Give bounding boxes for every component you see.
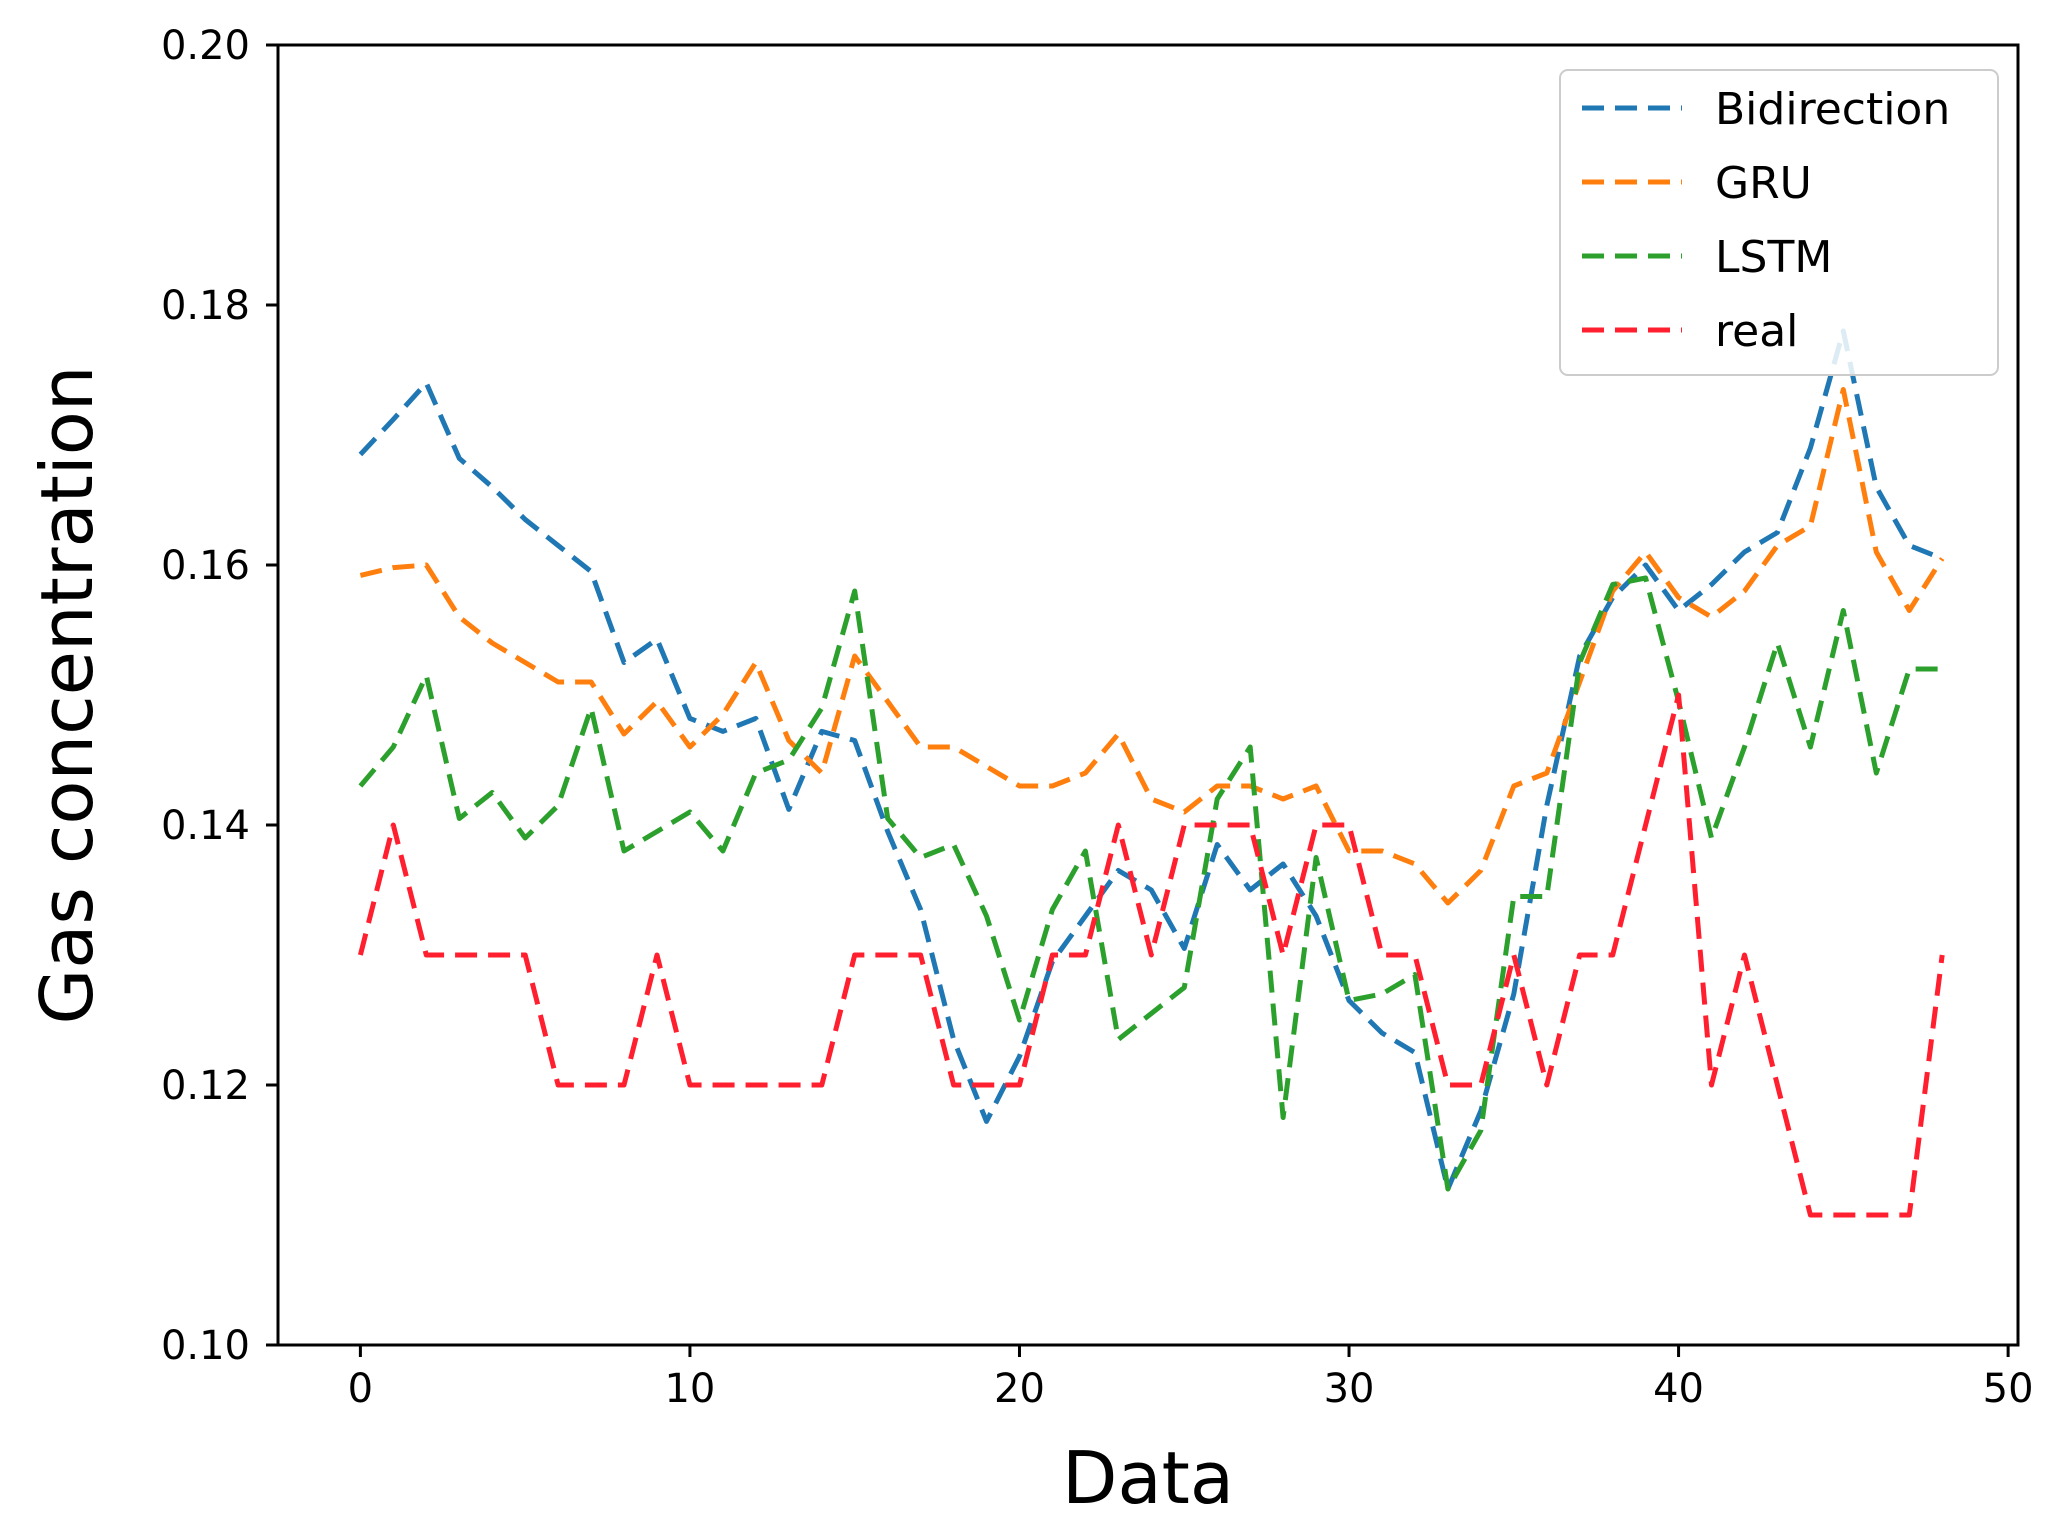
legend-label-gru: GRU [1715,158,1812,209]
y-axis-title: Gas concentration [25,366,109,1025]
x-tick-label: 50 [1983,1366,2034,1412]
series-line-gru [359,387,1945,906]
y-axis: 0.10 0.12 0.14 0.16 0.18 0.20 [161,23,278,1369]
x-tick-label: 30 [1324,1366,1375,1412]
x-tick-label: 0 [348,1366,373,1412]
x-tick-label: 40 [1653,1366,1704,1412]
x-axis-title: Data [1062,1436,1234,1520]
plot-area-frame [276,43,2020,1347]
legend-label-real: real [1715,306,1798,357]
series-layer [357,328,1945,1218]
y-tick-label: 0.18 [161,283,250,329]
legend-box [1559,69,1999,376]
y-tick-label: 0.16 [161,543,250,589]
x-tick-label: 20 [994,1366,1045,1412]
y-tick-label: 0.12 [161,1063,250,1109]
legend-label-lstm: LSTM [1715,232,1832,283]
x-axis: 0 10 20 30 40 50 [348,1345,2034,1412]
y-tick-label: 0.10 [161,1323,250,1369]
x-tick-label: 10 [664,1366,715,1412]
legend-label-bidirection: Bidirection [1715,84,1950,135]
series-line-real [357,692,1945,1218]
series-line-lstm [358,575,1943,1192]
y-tick-label: 0.20 [161,23,250,69]
legend: Bidirection GRU LSTM real [1559,69,1999,376]
y-tick-label: 0.14 [161,803,250,849]
series-line-bidirection [358,328,1944,1192]
